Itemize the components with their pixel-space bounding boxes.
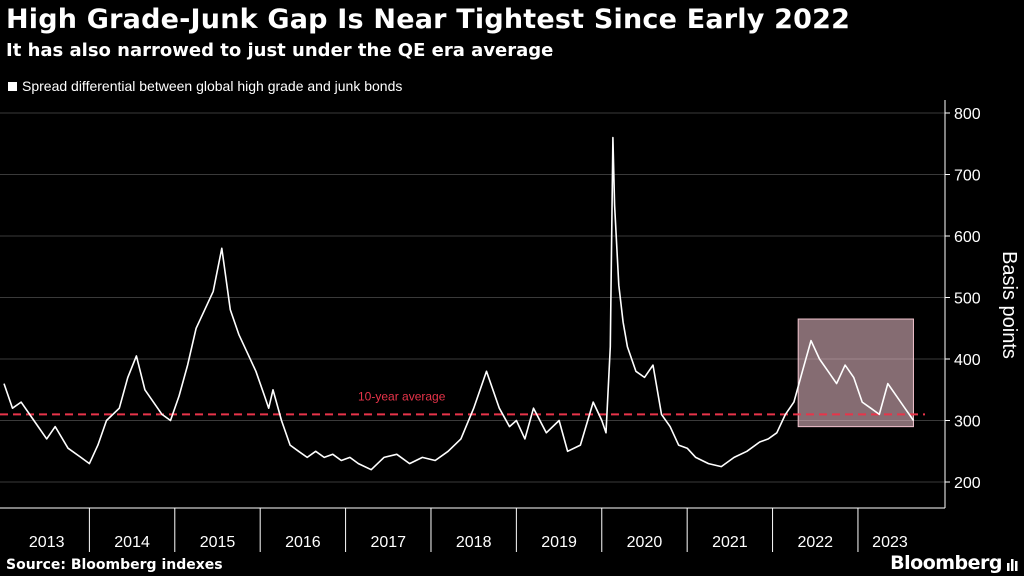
x-tick-label: 2023 [872,534,908,551]
y-tick-label: 300 [954,414,981,431]
highlight-region [797,318,914,428]
x-tick-label: 2017 [370,534,406,551]
x-tick-label: 2021 [712,534,748,551]
y-tick-label: 500 [954,291,981,308]
x-tick-label: 2020 [627,534,663,551]
chart-title: High Grade-Junk Gap Is Near Tightest Sin… [6,4,851,35]
bloomberg-terminal-icon [1007,559,1018,571]
x-tick-label: 2018 [456,534,492,551]
x-tick-label: 2013 [29,534,65,551]
x-tick-label: 2019 [541,534,577,551]
x-tick-label: 2015 [200,534,236,551]
average-label: 10-year average [358,389,446,403]
y-axis-label: Basis points [998,251,1020,359]
brand-logo: Bloomberg [890,552,1002,574]
x-tick-label: 2022 [797,534,833,551]
source-note: Source: Bloomberg indexes [6,557,223,573]
x-axis: 2013 2014 2015 2016 2017 2018 2019 2020 2021 2022… [0,507,945,552]
chart-subtitle: It has also narrowed to just under the Q… [6,40,554,61]
grid-lines [0,112,945,483]
y-tick-label: 800 [954,106,981,123]
y-tick-label: 200 [954,475,981,492]
y-tick-label: 600 [954,229,981,246]
x-tick-label: 2016 [285,534,321,551]
legend: Spread differential between global high … [8,78,402,94]
series-line [3,136,915,471]
legend-swatch [8,81,17,91]
y-tick-label: 700 [954,168,981,185]
legend-label: Spread differential between global high … [22,78,403,94]
x-tick-label: 2014 [114,534,150,551]
y-axis: 200 300 400 500 600 700 800 [944,100,981,508]
y-tick-label: 400 [954,352,981,369]
